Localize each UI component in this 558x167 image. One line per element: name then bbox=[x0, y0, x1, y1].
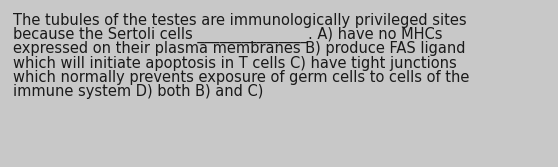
Text: The tubules of the testes are immunologically privileged sites: The tubules of the testes are immunologi… bbox=[13, 13, 466, 28]
Text: which normally prevents exposure of germ cells to cells of the: which normally prevents exposure of germ… bbox=[13, 70, 469, 85]
Text: expressed on their plasma membranes B) produce FAS ligand: expressed on their plasma membranes B) p… bbox=[13, 41, 465, 56]
Text: because the Sertoli cells _______________. A) have no MHCs: because the Sertoli cells ______________… bbox=[13, 27, 442, 43]
Text: which will initiate apoptosis in T cells C) have tight junctions: which will initiate apoptosis in T cells… bbox=[13, 55, 457, 70]
Text: immune system D) both B) and C): immune system D) both B) and C) bbox=[13, 84, 263, 99]
